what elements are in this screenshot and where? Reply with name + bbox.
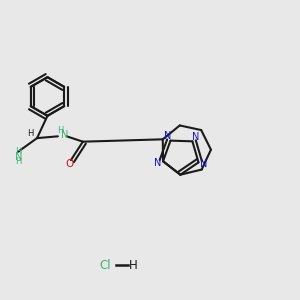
Text: N: N xyxy=(200,159,207,169)
Text: Cl: Cl xyxy=(100,260,111,272)
Text: H: H xyxy=(57,126,64,135)
Text: O: O xyxy=(65,159,74,169)
Text: N: N xyxy=(192,132,200,142)
Text: H: H xyxy=(129,260,138,272)
Text: N: N xyxy=(154,158,162,168)
Text: H: H xyxy=(27,129,34,138)
Text: N: N xyxy=(61,130,68,140)
Text: H: H xyxy=(15,158,22,166)
Text: N: N xyxy=(15,152,22,162)
Text: N: N xyxy=(164,131,171,141)
Text: H: H xyxy=(15,147,22,156)
